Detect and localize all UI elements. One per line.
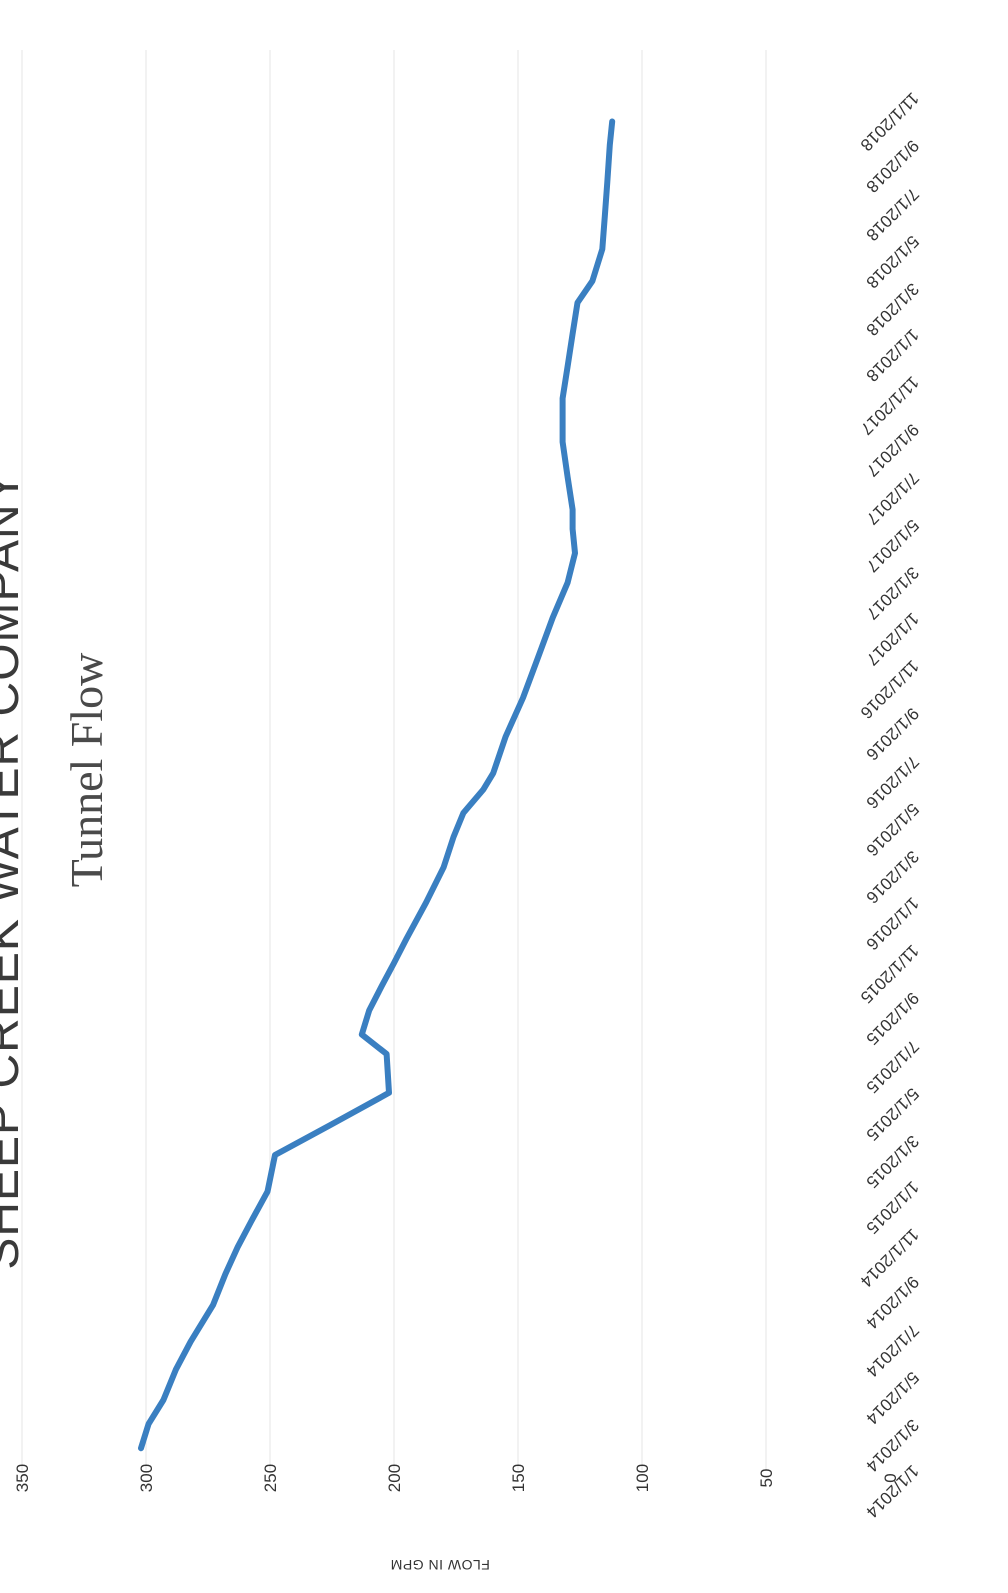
- y-tick-label: 150: [509, 1464, 528, 1492]
- y-tick-label: 50: [757, 1469, 776, 1488]
- y-tick-label: 100: [633, 1464, 652, 1492]
- y-tick-label: 350: [13, 1464, 32, 1492]
- chart-title: SHEEP CREEK WATER COMPANY: [0, 470, 29, 1269]
- y-tick-label: 250: [261, 1464, 280, 1492]
- plot-area: [138, 118, 616, 1452]
- y-tick-label: 0: [881, 1473, 900, 1482]
- x-axis-ticks: 1/1/20143/1/20145/1/20147/1/20149/1/2014…: [857, 89, 923, 1522]
- series-line-0: [138, 118, 616, 1452]
- y-axis-label: FLOW IN GPM: [390, 1557, 490, 1573]
- y-axis-ticks: 0 50 100 150 200 250 300 350: [13, 1464, 900, 1492]
- gridlines: [21, 50, 767, 1470]
- y-tick-label: 300: [137, 1464, 156, 1492]
- y-tick-label: 200: [385, 1464, 404, 1492]
- chart-subtitle: Tunnel Flow: [61, 652, 112, 888]
